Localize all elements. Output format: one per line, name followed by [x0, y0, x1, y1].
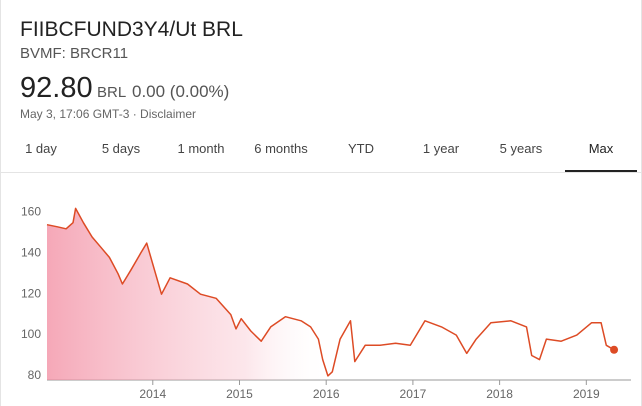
range-tab[interactable]: 1 day [25, 141, 57, 156]
last-point [610, 345, 619, 354]
currency: BRL [97, 84, 127, 101]
range-tab[interactable]: 5 years [499, 141, 543, 156]
x-tick-label: 2017 [400, 387, 427, 401]
x-tick-label: 2014 [139, 387, 166, 401]
timestamp: May 3, 17:06 GMT-3 · Disclaimer [20, 107, 197, 121]
y-tick-label: 160 [21, 205, 41, 219]
x-tick-label: 2015 [226, 387, 253, 401]
range-tab[interactable]: 1 month [177, 141, 225, 156]
range-tab[interactable]: 6 months [254, 141, 308, 156]
x-tick-label: 2016 [313, 387, 340, 401]
change: 0.00 (0.00%) [132, 82, 230, 101]
chart: 80 100 120 140 160 2014 2015 2016 2017 2018 2019 [21, 205, 631, 401]
y-tick-label: 140 [21, 246, 41, 260]
exchange: BVMF: BRCR11 [20, 45, 129, 62]
y-tick-label: 100 [21, 327, 41, 341]
range-tab[interactable]: Max [565, 130, 637, 172]
range-tab[interactable]: 5 days [101, 141, 141, 156]
y-tick-label: 80 [28, 368, 42, 382]
x-tick-label: 2018 [486, 387, 513, 401]
price-line [46, 207, 615, 377]
x-tick-label: 2019 [573, 387, 600, 401]
price: 92.80 [20, 72, 93, 104]
range-tab[interactable]: YTD [348, 141, 374, 156]
area-fill [47, 208, 615, 380]
range-tabs: 1 day 5 days 1 month 6 months YTD 1 year 5 yea… [1, 130, 641, 173]
y-tick-label: 120 [21, 286, 41, 300]
range-tab[interactable]: 1 year [422, 141, 460, 156]
title: FIIBCFUND3Y4/Ut BRL [20, 18, 243, 41]
